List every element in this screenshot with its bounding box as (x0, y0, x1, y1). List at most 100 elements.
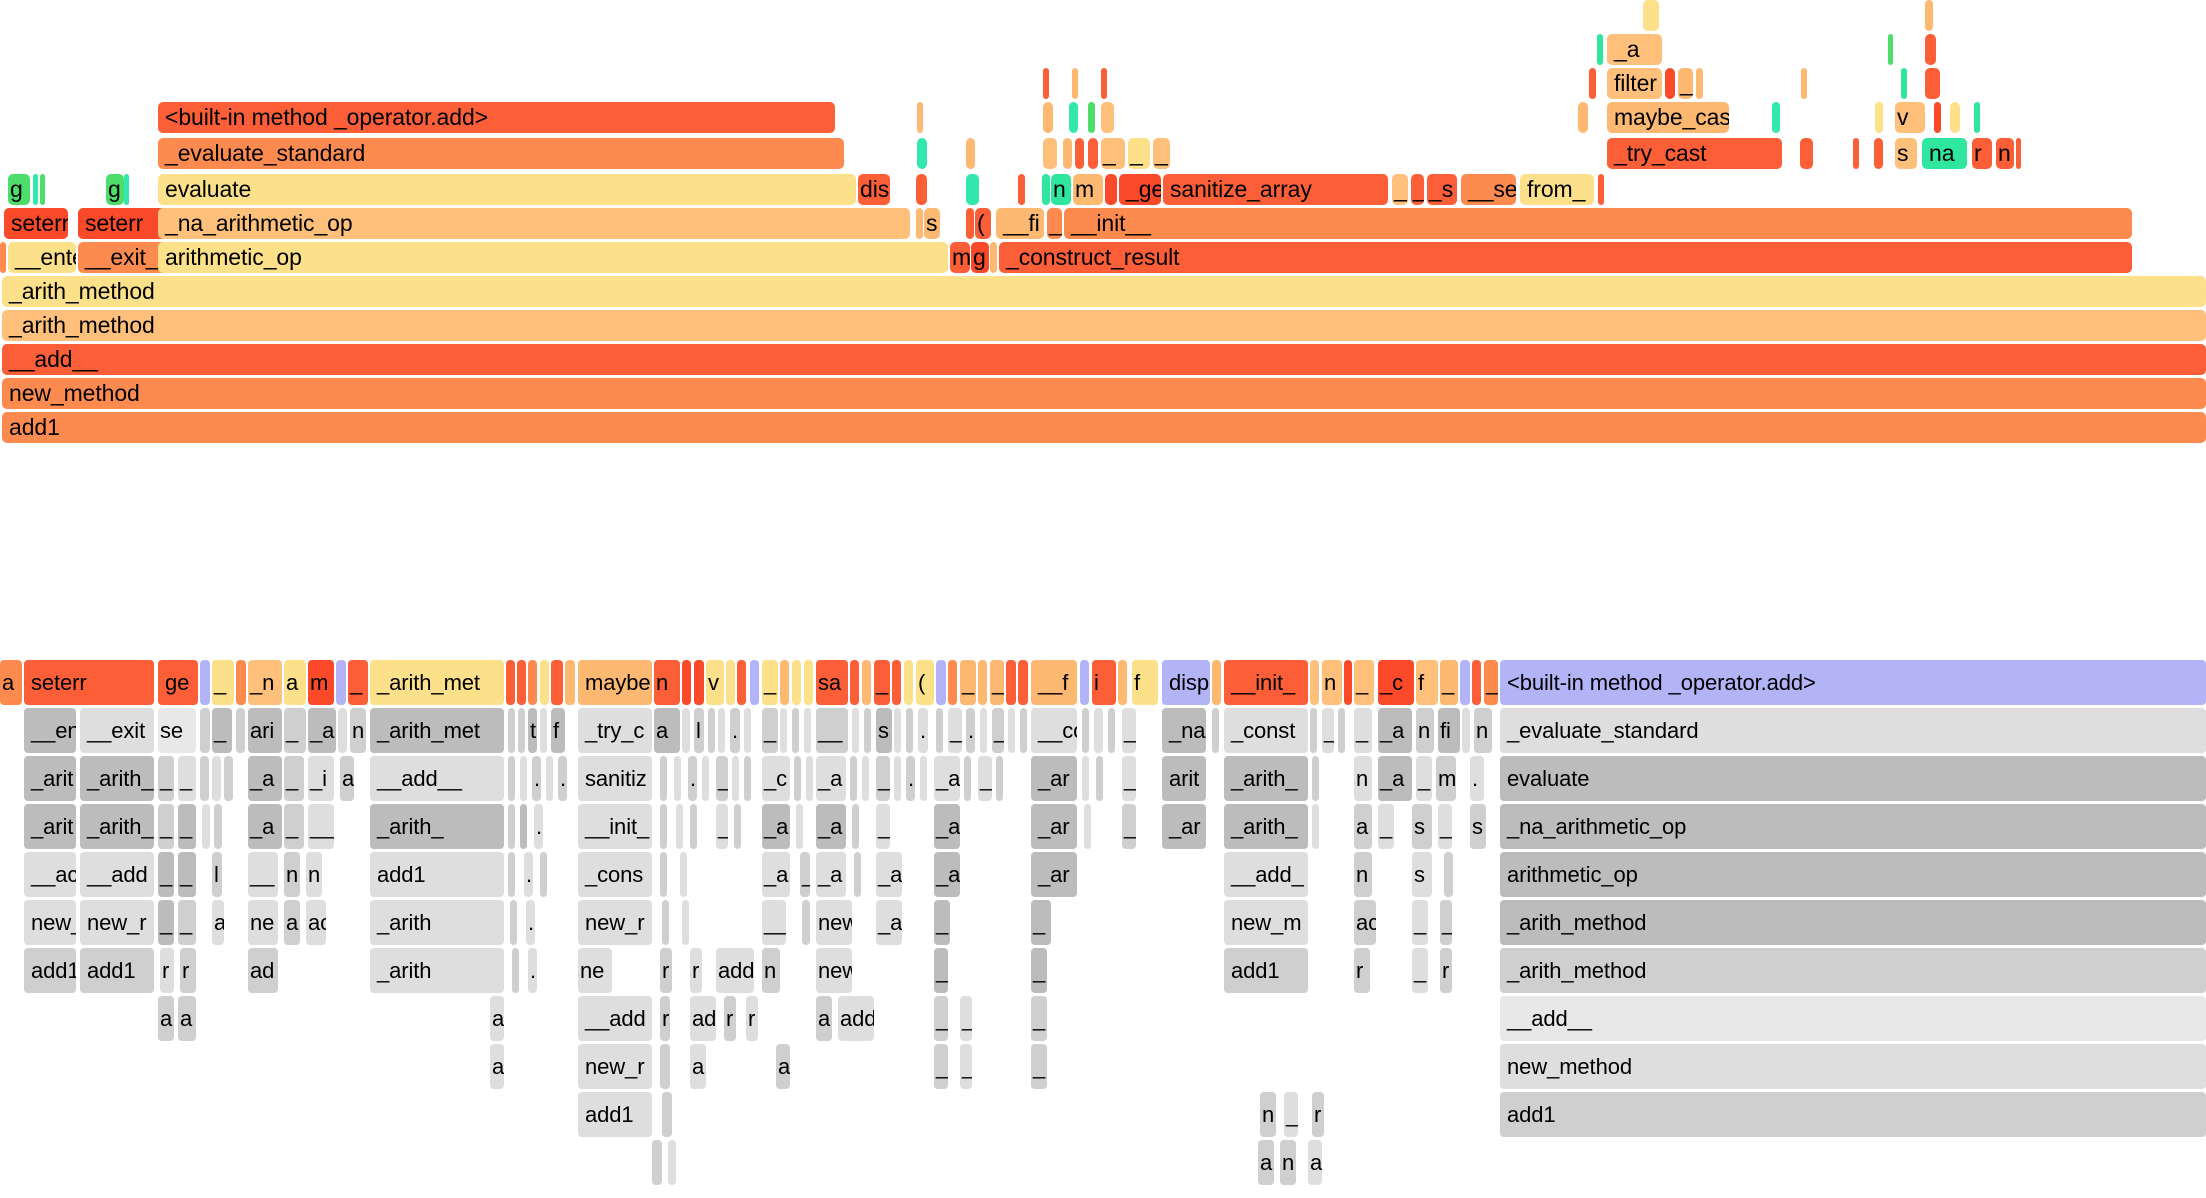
sandwich-frame[interactable] (1096, 756, 1103, 801)
sandwich-frame[interactable]: _arith_method (1500, 900, 2206, 945)
sandwich-frame[interactable]: _ (978, 756, 992, 801)
flame-frame[interactable] (1643, 0, 1659, 31)
sandwich-frame[interactable]: n (1354, 852, 1372, 897)
flame-frame[interactable]: _na_arithmetic_op (158, 208, 910, 239)
flame-frame[interactable]: _ (1411, 174, 1424, 205)
sandwich-frame[interactable] (1082, 756, 1089, 801)
flame-frame[interactable] (1772, 102, 1780, 133)
sandwich-frame[interactable]: add1 (370, 852, 504, 897)
flame-frame[interactable] (1043, 138, 1057, 169)
sandwich-frame[interactable] (1472, 660, 1481, 705)
sandwich-frame[interactable]: _ (158, 852, 174, 897)
sandwich-frame[interactable]: new_m (1224, 900, 1308, 945)
sandwich-frame[interactable]: disp (1162, 660, 1210, 705)
sandwich-frame[interactable]: n (284, 852, 300, 897)
sandwich-frame[interactable] (660, 804, 667, 849)
sandwich-frame[interactable]: _ (212, 660, 234, 705)
sandwich-frame[interactable]: a (654, 708, 680, 753)
sandwich-frame[interactable]: _const (1224, 708, 1308, 753)
sandwich-frame[interactable]: r (724, 996, 736, 1041)
flame-frame[interactable] (1101, 68, 1107, 99)
sandwich-frame[interactable]: _c (1378, 660, 1414, 705)
sandwich-frame[interactable]: _ar (934, 852, 960, 897)
sandwich-frame[interactable]: _arith_ (1224, 756, 1308, 801)
flame-frame[interactable]: n (1051, 174, 1071, 205)
sandwich-frame[interactable]: n (1354, 756, 1372, 801)
sandwich-frame[interactable] (906, 708, 913, 753)
sandwich-frame[interactable]: fi (1438, 708, 1460, 753)
sandwich-frame[interactable]: r (660, 948, 672, 993)
sandwich-frame[interactable] (737, 660, 746, 705)
sandwich-frame[interactable]: _ (1122, 804, 1136, 849)
sandwich-frame[interactable] (1008, 708, 1015, 753)
sandwich-frame[interactable] (546, 756, 553, 801)
sandwich-frame[interactable]: _ (158, 804, 174, 849)
sandwich-frame[interactable]: ac (306, 900, 326, 945)
flame-frame[interactable] (1578, 102, 1588, 133)
sandwich-frame[interactable]: sa (816, 660, 848, 705)
sandwich-frame[interactable]: . (688, 756, 697, 801)
sandwich-frame[interactable] (508, 708, 515, 753)
sandwich-frame[interactable]: r (690, 948, 702, 993)
sandwich-frame[interactable] (1312, 756, 1319, 801)
sandwich-frame[interactable]: _a (1378, 708, 1412, 753)
sandwich-frame[interactable]: . (532, 756, 541, 801)
flame-frame[interactable] (1874, 138, 1883, 169)
sandwich-frame[interactable] (780, 708, 787, 753)
sandwich-frame[interactable]: v (706, 660, 724, 705)
sandwich-frame[interactable] (1094, 708, 1103, 753)
sandwich-frame[interactable]: __add (578, 996, 652, 1041)
flame-frame[interactable]: g (971, 242, 989, 273)
sandwich-frame[interactable] (864, 708, 871, 753)
sandwich-frame[interactable] (1118, 660, 1127, 705)
sandwich-frame[interactable]: _ (178, 756, 196, 801)
flame-frame[interactable]: _s (1427, 174, 1457, 205)
sandwich-frame[interactable]: n (1280, 1140, 1296, 1185)
sandwich-frame[interactable] (660, 852, 667, 897)
sandwich-frame[interactable] (1108, 708, 1115, 753)
sandwich-frame[interactable]: _ (178, 900, 196, 945)
sandwich-frame[interactable]: __ (816, 708, 848, 753)
sandwich-frame[interactable]: . (906, 756, 915, 801)
sandwich-frame[interactable] (224, 756, 233, 801)
sandwich-frame[interactable]: _ (178, 804, 196, 849)
sandwich-frame[interactable] (862, 660, 871, 705)
sandwich-frame[interactable] (796, 804, 803, 849)
sandwich-frame[interactable]: _ (1412, 948, 1428, 993)
sandwich-frame[interactable]: s (1412, 852, 1432, 897)
flame-frame[interactable]: m (1073, 174, 1103, 205)
sandwich-frame[interactable] (1312, 804, 1319, 849)
flame-frame[interactable]: _ (1101, 138, 1125, 169)
sandwich-frame[interactable] (936, 660, 946, 705)
sandwich-frame[interactable]: _evaluate_standard (1500, 708, 2206, 753)
sandwich-frame[interactable] (1212, 708, 1219, 753)
sandwich-frame[interactable]: _ (1378, 804, 1394, 849)
sandwich-frame[interactable] (214, 804, 222, 849)
sandwich-frame[interactable]: _a (934, 756, 960, 801)
sandwich-frame[interactable]: _ (960, 1044, 972, 1089)
flame-frame[interactable]: __fi (996, 208, 1044, 239)
sandwich-frame[interactable] (674, 756, 681, 801)
sandwich-frame[interactable]: new_r (578, 1044, 652, 1089)
flame-frame[interactable] (33, 174, 38, 205)
sandwich-frame[interactable]: _ (1322, 708, 1334, 753)
flame-frame[interactable] (1597, 34, 1603, 65)
sandwich-frame[interactable]: _ (1438, 804, 1452, 849)
sandwich-frame[interactable] (336, 660, 346, 705)
sandwich-frame[interactable]: add1 (578, 1092, 652, 1137)
sandwich-frame[interactable]: _arith_ (370, 804, 504, 849)
flame-frame[interactable] (1063, 138, 1072, 169)
sandwich-frame[interactable]: n (350, 708, 366, 753)
sandwich-frame[interactable] (518, 708, 525, 753)
sandwich-frame[interactable]: _ (1031, 1044, 1047, 1089)
sandwich-frame[interactable]: r (1354, 948, 1370, 993)
sandwich-frame[interactable] (1310, 660, 1319, 705)
sandwich-frame[interactable] (1084, 804, 1091, 849)
sandwich-frame[interactable]: l (694, 708, 704, 753)
sandwich-frame[interactable] (1338, 708, 1345, 753)
sandwich-frame[interactable] (660, 1044, 670, 1089)
sandwich-frame[interactable]: t (528, 708, 537, 753)
flame-frame[interactable]: _evaluate_standard (158, 138, 844, 169)
sandwich-frame[interactable] (682, 708, 690, 753)
sandwich-frame[interactable]: _arith_ (1224, 804, 1308, 849)
